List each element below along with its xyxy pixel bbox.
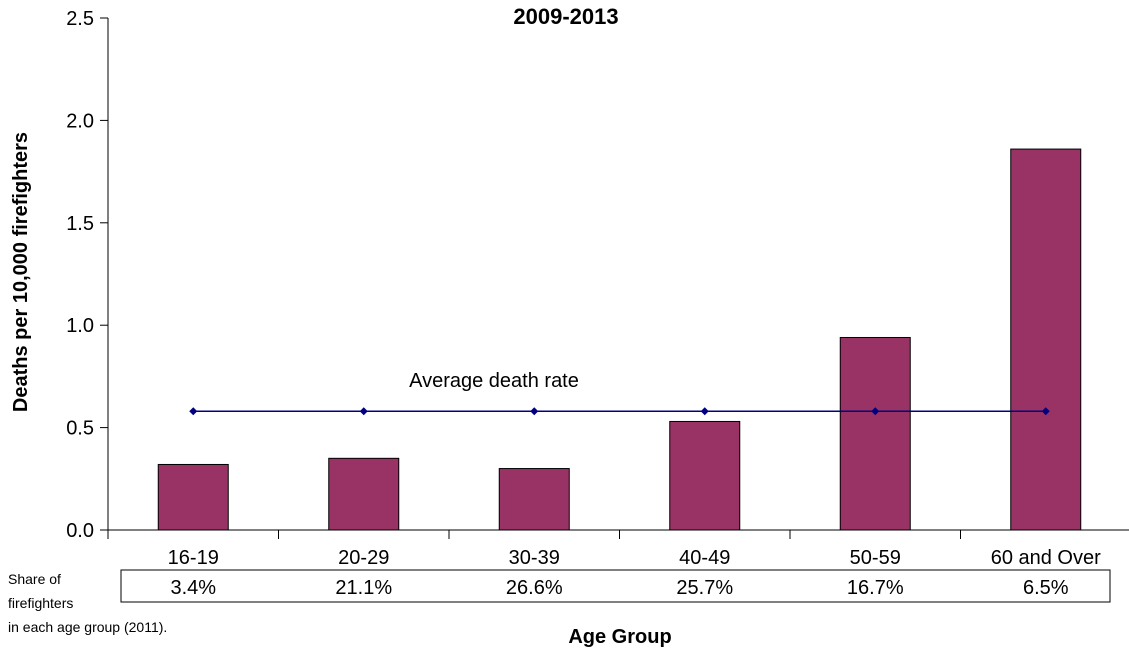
average-point: [359, 407, 368, 416]
x-axis-title: Age Group: [568, 626, 671, 648]
share-caption-line-1: Share of: [8, 571, 61, 587]
share-value: 3.4%: [170, 577, 216, 599]
average-line-group: [189, 407, 1050, 416]
bar-30-39: [498, 468, 570, 531]
y-tick-label: 1.0: [66, 315, 94, 337]
y-tick-label: 1.5: [66, 213, 94, 235]
average-point: [530, 407, 539, 416]
y-tick-label: 0.5: [66, 418, 94, 440]
x-tick-label: 60 and Over: [991, 547, 1101, 569]
bar-16-19: [157, 463, 229, 531]
bar-20-29: [328, 457, 400, 531]
chart-title: 2009-2013: [513, 4, 618, 29]
axes: [100, 17, 1129, 539]
x-tick-label: 16-19: [168, 547, 219, 569]
share-value: 25.7%: [676, 577, 733, 599]
x-tick-label: 50-59: [850, 547, 901, 569]
labels: 0.0 0.5 1.0 1.5 2.0 2.5 16-19 20-29 30-39 40-49 50…: [66, 8, 1101, 569]
bar-40-49: [669, 420, 741, 531]
share-table-border: [120, 569, 1111, 603]
share-value: 6.5%: [1023, 577, 1069, 599]
x-tick-label: 40-49: [679, 547, 730, 569]
share-value: 26.6%: [506, 577, 563, 599]
share-value: 21.1%: [335, 577, 392, 599]
share-caption-line-2: firefighters: [8, 595, 73, 611]
bar-60-and-over: [1010, 148, 1082, 531]
average-point: [1041, 407, 1050, 416]
bars: [157, 148, 1082, 531]
y-tick-label: 0.0: [66, 520, 94, 542]
average-line-label: Average death rate: [409, 370, 579, 392]
y-axis-title: Deaths per 10,000 firefighters: [10, 132, 32, 412]
average-point: [189, 407, 198, 416]
share-table: 3.4% 21.1% 26.6% 25.7% 16.7% 6.5%: [120, 569, 1111, 603]
y-tick-label: 2.5: [66, 8, 94, 30]
x-tick-label: 30-39: [509, 547, 560, 569]
share-value: 16.7%: [847, 577, 904, 599]
bar-50-59: [839, 336, 911, 531]
y-tick-label: 2.0: [66, 110, 94, 132]
average-point: [871, 407, 880, 416]
share-caption-line-3: in each age group (2011).: [8, 619, 167, 635]
x-tick-label: 20-29: [338, 547, 389, 569]
average-point: [700, 407, 709, 416]
